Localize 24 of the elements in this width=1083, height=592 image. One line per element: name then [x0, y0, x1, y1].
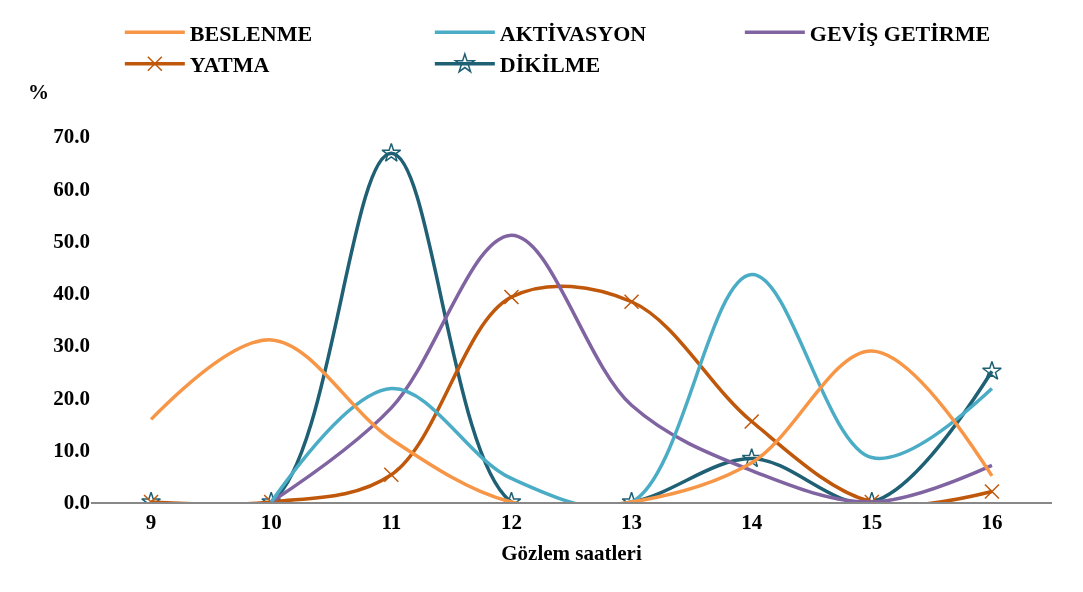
x-axis-title: Gözlem saatleri — [501, 540, 642, 565]
legend-label: AKTİVASYON — [499, 20, 647, 46]
x-tick-label: 16 — [981, 509, 1003, 534]
y-tick-label: 30.0 — [53, 333, 90, 358]
x-tick-label: 10 — [260, 509, 282, 534]
x-tick-label: 13 — [621, 509, 643, 534]
x-tick-label: 9 — [145, 509, 157, 534]
x-tick-label: 15 — [861, 509, 883, 534]
x-tick-label: 12 — [500, 509, 522, 534]
legend-label: GEVİŞ GETİRME — [809, 20, 991, 46]
y-tick-label: 60.0 — [53, 176, 90, 201]
x-tick-label: 11 — [381, 509, 402, 534]
y-axis-title: % — [28, 80, 49, 104]
legend-label: YATMA — [189, 52, 270, 78]
y-tick-label: 50.0 — [53, 228, 90, 253]
y-tick-label: 70.0 — [53, 124, 90, 149]
y-tick-label: 10.0 — [53, 438, 90, 463]
legend-label: DİKİLME — [499, 52, 601, 78]
y-tick-label: 0.0 — [63, 490, 90, 515]
x-tick-label: 14 — [741, 509, 763, 534]
y-tick-label: 20.0 — [53, 385, 90, 410]
legend-label: BESLENME — [189, 20, 313, 46]
line-series — [149, 338, 994, 502]
y-tick-label: 40.0 — [53, 281, 90, 306]
